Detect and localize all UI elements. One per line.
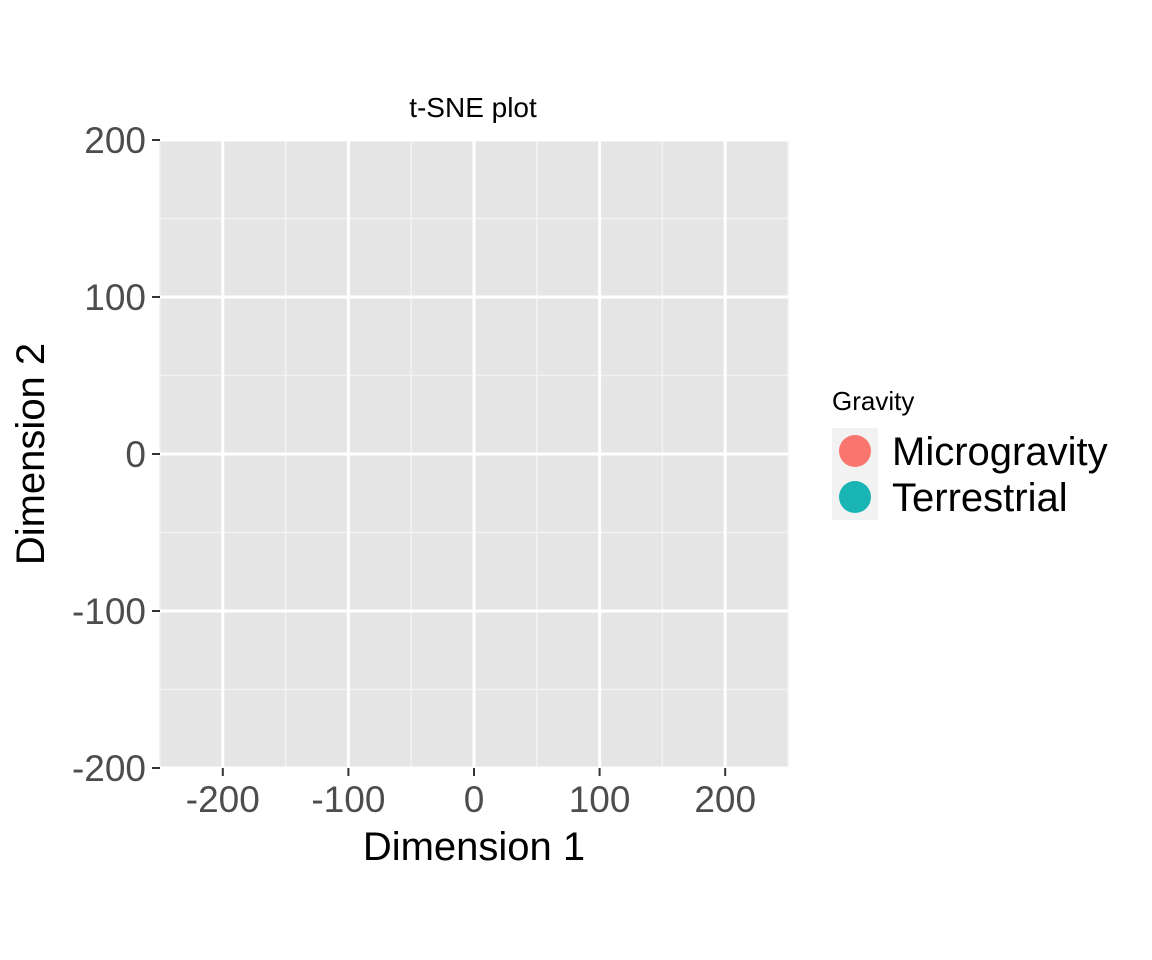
x-tick-label: -100 [311,779,385,820]
y-tick-label: -100 [72,591,146,632]
x-tick-label: 100 [569,779,631,820]
x-tick-label: 0 [464,779,485,820]
legend-label-microgravity: Microgravity [892,430,1108,474]
y-tick-label: 0 [125,434,146,475]
y-tick-label: 100 [84,277,146,318]
y-axis: -200 -100 0 100 200 [72,120,160,789]
legend-title: Gravity [832,386,914,416]
y-axis-title: Dimension 2 [9,343,53,565]
x-tick-label: 200 [694,779,756,820]
legend-label-terrestrial: Terrestrial [892,476,1068,520]
chart-title: t-SNE plot [409,92,537,123]
x-axis-title: Dimension 1 [363,825,585,869]
legend-key-terrestrial [839,481,871,513]
x-tick-label: -200 [186,779,260,820]
x-axis: -200 -100 0 100 200 [186,768,756,820]
grid-major [160,138,788,770]
y-tick-label: -200 [72,748,146,789]
legend-key-microgravity [839,435,871,467]
y-tick-label: 200 [84,120,146,161]
